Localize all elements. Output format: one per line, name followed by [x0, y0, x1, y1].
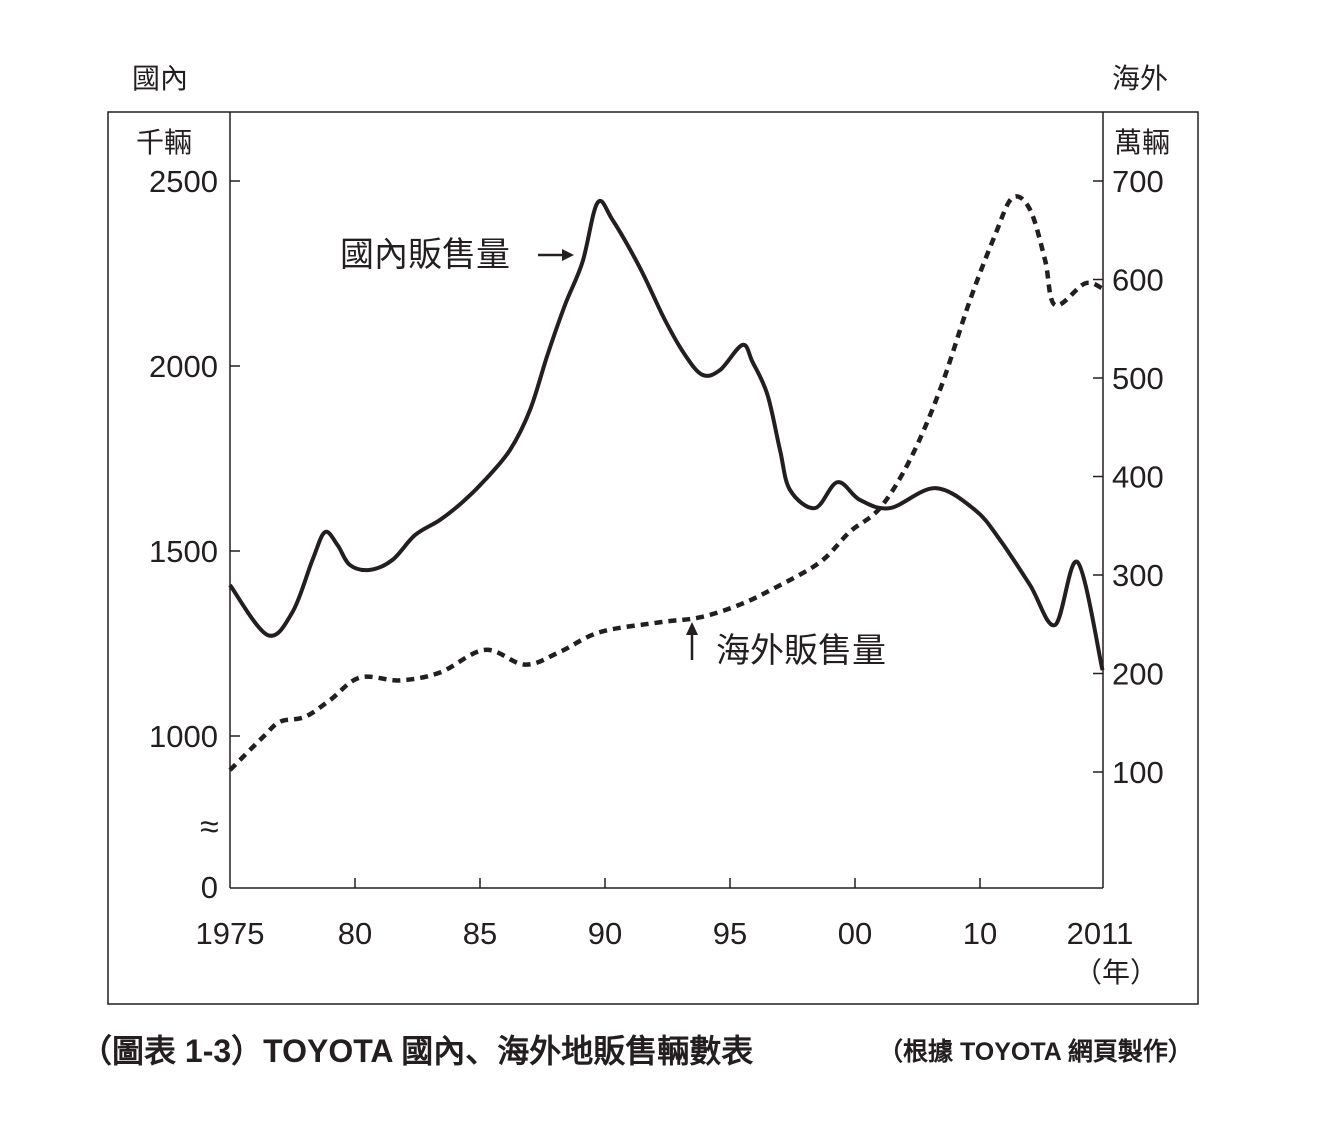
- chart-source-note: （根據 TOYOTA 網頁製作）: [878, 1037, 1193, 1066]
- x-axis-tick-label: 10: [963, 916, 997, 951]
- left-axis-tick-label: 1000: [149, 719, 218, 754]
- right-axis-tick-label: 600: [1112, 263, 1164, 298]
- left-axis-tick-label: 2000: [149, 349, 218, 384]
- right-axis-tick-label: 300: [1112, 558, 1164, 593]
- right-axis-tick-label: 400: [1112, 460, 1164, 495]
- left-axis-unit: 千輛: [136, 127, 192, 158]
- right-axis-tick-label: 700: [1112, 164, 1164, 199]
- domestic-series-annotation: 國內販售量: [340, 236, 510, 274]
- right-axis-unit: 萬輛: [1114, 127, 1170, 158]
- left-axis-tick-label: 2500: [149, 164, 218, 199]
- x-axis-tick-label: 2011: [1067, 916, 1134, 951]
- chart-frame: [107, 111, 1199, 1005]
- right-axis-tick-label: 200: [1112, 657, 1164, 692]
- x-axis-tick-label: 80: [338, 916, 372, 951]
- x-axis-tick-label: 00: [838, 916, 872, 951]
- right-axis-top-label: 海外: [1112, 63, 1168, 94]
- x-axis-tick-label: 95: [713, 916, 747, 951]
- chart-title: （圖表 1-3）TOYOTA 國內、海外地販售輛數表: [80, 1033, 753, 1069]
- right-axis-tick-label: 100: [1112, 755, 1164, 790]
- x-axis-tick-label: 90: [588, 916, 622, 951]
- overseas-annotation-arrow: [686, 622, 698, 660]
- x-axis-tick-label: 85: [463, 916, 497, 951]
- axis-break-symbol: ≈: [200, 808, 219, 846]
- right-axis-tick-label: 500: [1112, 361, 1164, 396]
- left-axis-top-label: 國內: [132, 63, 188, 94]
- overseas-sales-line: [228, 194, 1104, 772]
- left-axis-tick-label: 1500: [149, 534, 218, 569]
- x-axis-unit: （年）: [1074, 957, 1158, 988]
- domestic-sales-line: [228, 198, 1105, 671]
- domestic-annotation-arrow: [538, 249, 574, 261]
- left-axis-tick-label: 0: [201, 870, 218, 905]
- overseas-series-annotation: 海外販售量: [716, 632, 886, 670]
- x-axis-tick-label: 1975: [196, 916, 265, 951]
